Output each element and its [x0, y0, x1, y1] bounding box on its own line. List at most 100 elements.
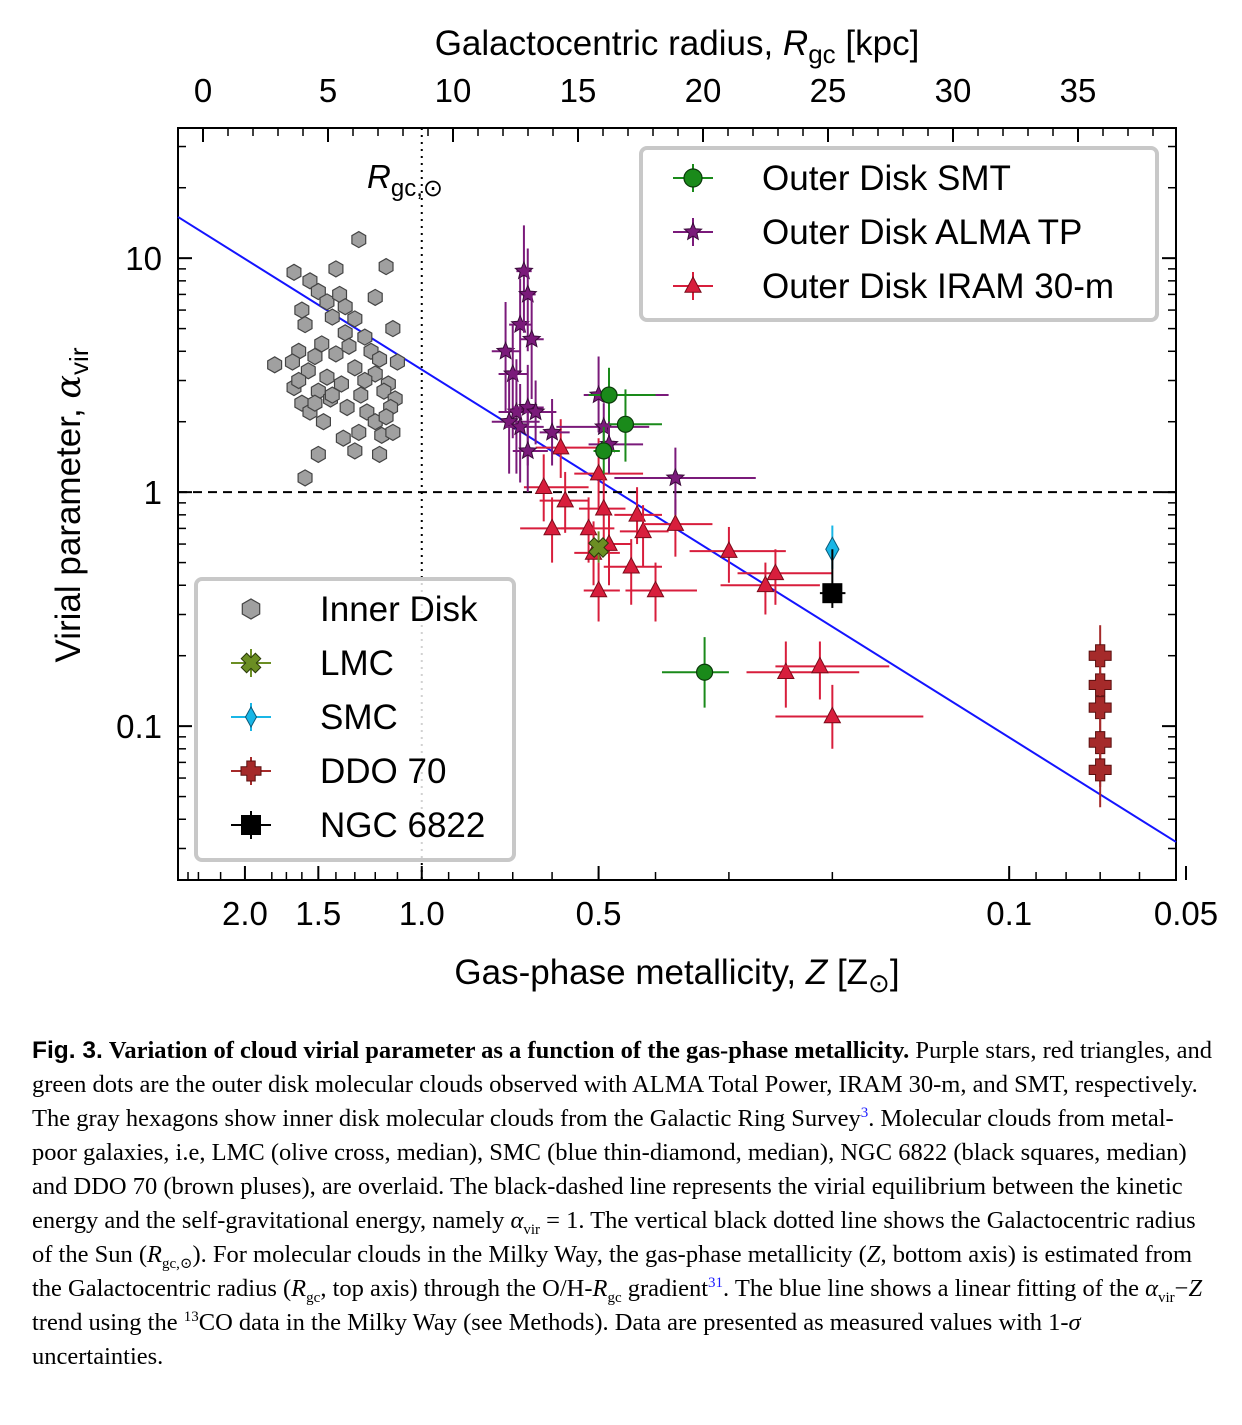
x2-tick-label: 20: [685, 72, 722, 109]
data-point: [385, 319, 401, 338]
caption-subscript: gc,⊙: [161, 1255, 193, 1272]
data-point: [353, 386, 369, 404]
data-point: [267, 356, 283, 374]
data-point: [297, 469, 313, 487]
plot-area: Rgc,⊙ 2.0 1.5 1.0 0.5 0.1 0.05 0 5 10 15 20 25 30 35 0.…: [49, 24, 1218, 998]
data-point: [594, 498, 613, 516]
data-point: [776, 662, 795, 679]
data-point: [719, 541, 738, 558]
legend-upper: Outer Disk SMT Outer Disk ALMA TP Outer Di…: [639, 146, 1159, 322]
data-point: [1088, 758, 1112, 782]
data-point: [328, 345, 344, 363]
chart: Rgc,⊙ 2.0 1.5 1.0 0.5 0.1 0.05 0 5 10 15 20 25 30 35 0.…: [49, 24, 1218, 998]
data-point: [665, 467, 686, 487]
x2-tick-label: 0: [194, 72, 212, 109]
data-point: [521, 328, 542, 348]
data-point: [756, 575, 775, 593]
x-tick-label: 1.5: [295, 895, 341, 932]
x2-tick-label: 5: [319, 72, 337, 109]
data-point: [385, 423, 401, 442]
y-tick-label: 1: [144, 474, 162, 511]
series-ddo-70: [1088, 625, 1112, 808]
data-point: [300, 362, 316, 380]
series-outer-disk-smt: [588, 367, 729, 708]
caption-subscript: vir: [523, 1221, 541, 1238]
data-point: [525, 401, 546, 421]
caption-text: , bottom axis) is estimated from the Gal…: [32, 1241, 1193, 1302]
caption-reference[interactable]: 3: [860, 1104, 869, 1121]
x2-axis-title: Galactocentric radius, Rgc [kpc]: [435, 24, 920, 69]
x-tick-label: 0.1: [986, 895, 1032, 932]
caption-subscript: gc: [306, 1289, 321, 1306]
legend-label: Inner Disk: [320, 590, 478, 629]
data-point: [284, 353, 300, 371]
caption-text: ). For molecular clouds in the Milky Way…: [192, 1241, 867, 1268]
data-point: [372, 445, 388, 464]
data-point: [543, 518, 562, 536]
data-point: [589, 463, 608, 481]
legend-marker: [240, 760, 262, 782]
x2-tick-label: 15: [560, 72, 597, 109]
data-point: [357, 371, 373, 390]
data-point: [333, 375, 349, 393]
y-tick-label: 10: [125, 240, 162, 277]
legend-marker: [241, 815, 261, 835]
x-tick-label: 1.0: [399, 895, 445, 932]
data-point: [328, 260, 344, 278]
data-point: [319, 293, 335, 311]
caption-text: , top axis) through the O/H-: [320, 1275, 593, 1302]
legend-label: DDO 70: [320, 752, 446, 791]
legend-marker: [244, 705, 258, 729]
data-point: [319, 368, 335, 386]
data-point: [337, 298, 353, 316]
caption-text: Purple stars, red triangles, and green d…: [32, 1037, 1212, 1132]
data-point: [646, 580, 665, 598]
legend-label: NGC 6822: [320, 806, 485, 845]
caption-reference[interactable]: 31: [708, 1274, 724, 1291]
y-axis-title: Virial parameter, αvir: [49, 347, 94, 662]
caption-text: uncertainties.: [32, 1343, 164, 1370]
caption-subscript: vir: [1158, 1289, 1175, 1306]
data-point: [589, 580, 608, 598]
y-tick-label: 0.1: [116, 708, 162, 745]
data-point: [628, 504, 647, 522]
series-outer-disk-iram-30-m: [520, 419, 924, 749]
legend-label: SMC: [320, 698, 398, 737]
legend-label: Outer Disk IRAM 30-m: [762, 267, 1114, 306]
data-point: [556, 490, 575, 508]
data-point: [324, 386, 340, 404]
data-point: [810, 656, 829, 674]
data-point: [351, 230, 367, 249]
data-point: [823, 706, 842, 724]
data-point: [307, 347, 323, 366]
caption-subscript: gc: [607, 1289, 622, 1306]
legend-label: Outer Disk SMT: [762, 159, 1011, 198]
caption-text: −: [1174, 1275, 1189, 1302]
caption-superscript: 13: [183, 1308, 199, 1325]
caption-symbol: α: [1145, 1275, 1158, 1302]
data-point: [378, 257, 394, 276]
series-lmc: [588, 531, 610, 563]
caption-symbol: α: [510, 1207, 524, 1234]
legend-frame: [639, 146, 1159, 322]
caption-fig-title: Variation of cloud virial parameter as a…: [108, 1037, 910, 1064]
legend-marker: [683, 168, 703, 188]
legend-marker: [241, 598, 261, 620]
caption-text: CO data in the Milky Way (see Methods). …: [198, 1309, 1069, 1336]
x2-tick-label: 25: [810, 72, 847, 109]
data-point: [310, 282, 326, 301]
data-point: [622, 556, 641, 574]
series-inner-disk: [267, 230, 405, 487]
data-point: [347, 310, 363, 328]
caption-symbol: Z: [1188, 1275, 1203, 1302]
figure-caption: Fig. 3. Variation of cloud virial parame…: [32, 1034, 1212, 1374]
x-marker-shape: [240, 652, 262, 674]
caption-symbol: R: [147, 1241, 162, 1268]
x2-tick-label: 35: [1060, 72, 1097, 109]
data-point: [588, 537, 610, 558]
data-point: [347, 359, 363, 377]
data-point: [595, 442, 613, 460]
data-point: [339, 398, 355, 417]
data-point: [1088, 644, 1112, 668]
data-point: [517, 440, 538, 460]
